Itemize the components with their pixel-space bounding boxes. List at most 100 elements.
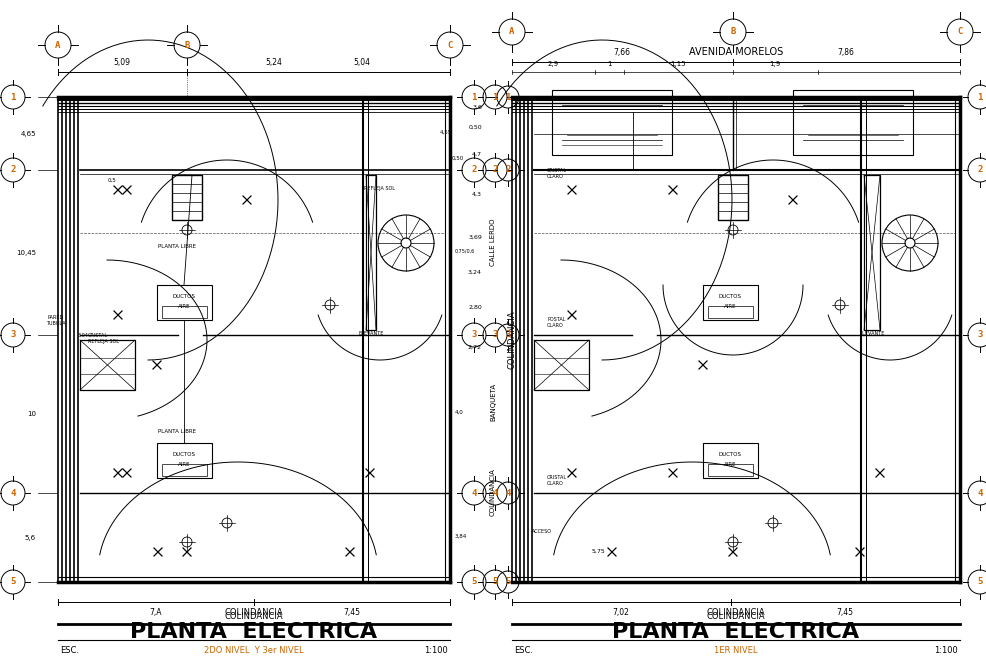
Text: COLINDANCIA: COLINDANCIA bbox=[706, 608, 764, 617]
Text: CRISTAL
CLARO: CRISTAL CLARO bbox=[546, 168, 567, 179]
Bar bbox=[551, 90, 671, 155]
Text: 4: 4 bbox=[976, 489, 982, 498]
Text: DUCTOS: DUCTOS bbox=[718, 294, 740, 299]
Bar bbox=[533, 340, 589, 390]
Text: DUCTOS: DUCTOS bbox=[173, 294, 195, 299]
Text: PLANTA  ELECTRICA: PLANTA ELECTRICA bbox=[130, 622, 378, 642]
Text: 0,75/0,6: 0,75/0,6 bbox=[455, 249, 475, 254]
Text: 1:100: 1:100 bbox=[424, 646, 448, 655]
Text: B: B bbox=[184, 40, 189, 50]
Text: PLANTA  ELECTRICA: PLANTA ELECTRICA bbox=[612, 622, 859, 642]
Text: 4,65: 4,65 bbox=[21, 131, 35, 137]
Text: 2: 2 bbox=[492, 166, 497, 175]
Text: 5,6: 5,6 bbox=[25, 535, 35, 541]
Text: BANQUETA: BANQUETA bbox=[489, 383, 496, 421]
Text: AIRE: AIRE bbox=[723, 462, 736, 467]
Text: 4: 4 bbox=[492, 489, 497, 498]
Text: COLINDANCIA: COLINDANCIA bbox=[507, 310, 516, 369]
Text: 1,9: 1,9 bbox=[769, 61, 780, 67]
Text: 4: 4 bbox=[10, 489, 16, 498]
Text: 1: 1 bbox=[606, 61, 610, 67]
Text: 4,55: 4,55 bbox=[440, 130, 452, 135]
Text: 5,04: 5,04 bbox=[353, 58, 370, 67]
Text: 5: 5 bbox=[471, 577, 476, 587]
Text: 4,0: 4,0 bbox=[455, 410, 463, 415]
Text: 1: 1 bbox=[10, 93, 16, 101]
Text: 1: 1 bbox=[505, 93, 510, 101]
Text: AIRE: AIRE bbox=[177, 304, 190, 309]
Text: 10,45: 10,45 bbox=[16, 250, 35, 256]
Text: POSTAL
CLARO: POSTAL CLARO bbox=[546, 317, 565, 328]
Bar bbox=[707, 464, 752, 476]
Text: 2: 2 bbox=[976, 166, 982, 175]
Text: 10: 10 bbox=[27, 411, 35, 417]
Bar bbox=[162, 306, 207, 318]
Text: 2,72: 2,72 bbox=[467, 344, 481, 350]
Bar bbox=[792, 90, 912, 155]
Text: PLANTA LIBRE: PLANTA LIBRE bbox=[158, 244, 196, 249]
Bar bbox=[157, 285, 212, 320]
Bar bbox=[366, 175, 376, 330]
Text: 4,3: 4,3 bbox=[471, 191, 481, 197]
Bar bbox=[702, 285, 757, 320]
Bar bbox=[707, 306, 752, 318]
Text: 0,5: 0,5 bbox=[107, 178, 116, 183]
Text: 4: 4 bbox=[471, 489, 476, 498]
Text: B: B bbox=[730, 28, 735, 36]
Text: COLINDANCIA: COLINDANCIA bbox=[225, 608, 283, 617]
Text: 4,7: 4,7 bbox=[471, 152, 481, 156]
Text: C: C bbox=[956, 28, 961, 36]
Text: 5,75: 5,75 bbox=[592, 549, 605, 554]
Bar bbox=[717, 175, 747, 220]
Text: 2: 2 bbox=[505, 166, 510, 175]
Text: 1: 1 bbox=[976, 93, 982, 101]
Text: 2DO NIVEL  Y 3er NIVEL: 2DO NIVEL Y 3er NIVEL bbox=[204, 646, 304, 655]
Text: 3,6: 3,6 bbox=[471, 105, 481, 109]
Text: 3,24: 3,24 bbox=[467, 269, 481, 275]
Text: AVENIDA MORELOS: AVENIDA MORELOS bbox=[688, 47, 782, 57]
Text: DUCTOS: DUCTOS bbox=[173, 452, 195, 457]
Text: ELEVANTE: ELEVANTE bbox=[859, 331, 883, 336]
Text: REFLEJA SOL: REFLEJA SOL bbox=[364, 186, 394, 191]
Text: 3: 3 bbox=[471, 330, 476, 340]
Text: A: A bbox=[509, 28, 514, 36]
Bar bbox=[863, 175, 880, 330]
Text: 5,24: 5,24 bbox=[265, 58, 282, 67]
Text: 1: 1 bbox=[471, 93, 476, 101]
Text: 1:100: 1:100 bbox=[934, 646, 957, 655]
Text: 1,15: 1,15 bbox=[669, 61, 685, 67]
Text: PLANTA LIBRE: PLANTA LIBRE bbox=[158, 429, 196, 434]
Text: 7,66: 7,66 bbox=[613, 48, 630, 57]
Text: 7,45: 7,45 bbox=[343, 608, 360, 617]
Text: C: C bbox=[447, 40, 453, 50]
Text: 5: 5 bbox=[505, 577, 510, 587]
Text: CRISTAL
CLARO: CRISTAL CLARO bbox=[546, 475, 567, 486]
Text: 5: 5 bbox=[492, 577, 497, 587]
Bar bbox=[157, 443, 212, 478]
Text: 1ER NIVEL: 1ER NIVEL bbox=[714, 646, 757, 655]
Text: 2: 2 bbox=[10, 166, 16, 175]
Text: 7,A: 7,A bbox=[150, 608, 162, 617]
Text: 0,50: 0,50 bbox=[468, 124, 481, 130]
Text: 3,84: 3,84 bbox=[455, 534, 466, 539]
Text: 3,69: 3,69 bbox=[467, 234, 481, 240]
Text: 5: 5 bbox=[976, 577, 982, 587]
Text: ESC.: ESC. bbox=[60, 646, 79, 655]
Text: 3: 3 bbox=[492, 330, 497, 340]
Bar bbox=[80, 340, 135, 390]
Text: AIRE: AIRE bbox=[177, 462, 190, 467]
Text: CRISTAL
REFLEJA SOL: CRISTAL REFLEJA SOL bbox=[88, 333, 119, 344]
Text: 2: 2 bbox=[471, 166, 476, 175]
Text: DUCTOS: DUCTOS bbox=[718, 452, 740, 457]
Text: 3,04: 3,04 bbox=[78, 333, 89, 338]
Text: 5: 5 bbox=[10, 577, 16, 587]
Bar bbox=[702, 443, 757, 478]
Text: 3: 3 bbox=[505, 330, 510, 340]
Text: A: A bbox=[55, 40, 60, 50]
Text: CALLE LERDO: CALLE LERDO bbox=[489, 218, 496, 265]
Text: 2,9: 2,9 bbox=[547, 61, 558, 67]
Text: ACCESO: ACCESO bbox=[531, 529, 551, 534]
Text: AIRE: AIRE bbox=[723, 304, 736, 309]
Text: 1: 1 bbox=[492, 93, 497, 101]
Text: 7,02: 7,02 bbox=[612, 608, 629, 617]
